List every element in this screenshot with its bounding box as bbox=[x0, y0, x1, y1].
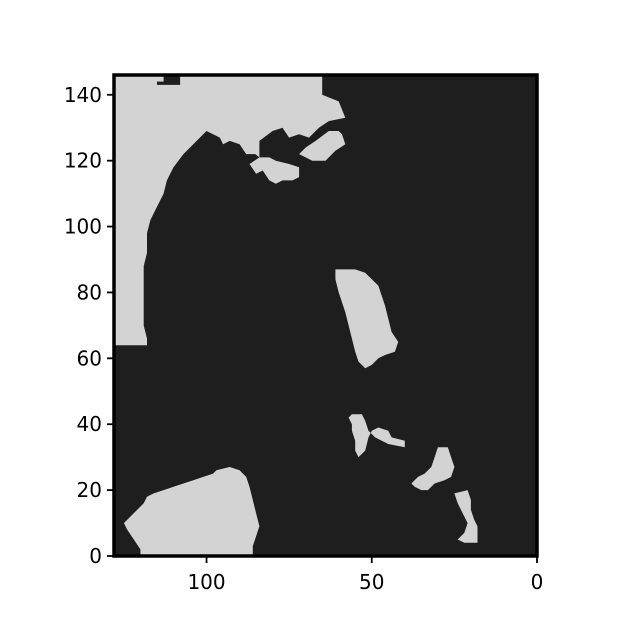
mask-region-upper-left-mass bbox=[114, 75, 346, 346]
y-tick-label: 0 bbox=[89, 544, 102, 568]
y-axis: 0 20 40 60 80 100 120 140 bbox=[64, 83, 114, 568]
mask-region-bottom-left-mass bbox=[123, 467, 260, 556]
y-tick-label: 40 bbox=[77, 412, 102, 436]
y-tick-label: 140 bbox=[64, 83, 102, 107]
x-tick-label: 0 bbox=[531, 570, 544, 594]
y-tick-label: 80 bbox=[77, 280, 102, 304]
x-tick-label: 100 bbox=[187, 570, 225, 594]
mask-regions bbox=[114, 75, 478, 556]
axes-frame bbox=[112, 73, 539, 558]
mask-region-right-small-cluster bbox=[299, 131, 346, 161]
x-tick-label: 50 bbox=[359, 570, 384, 594]
mask-region-lower-right-blob bbox=[454, 490, 478, 543]
y-tick-label: 20 bbox=[77, 478, 102, 502]
x-axis: 100 50 0 bbox=[187, 556, 543, 594]
mask-region-lower-middle-blob bbox=[348, 414, 405, 458]
y-tick-label: 120 bbox=[64, 149, 102, 173]
plot-area bbox=[112, 73, 539, 558]
mask-region-diagonal-blob bbox=[411, 447, 455, 491]
mask-region-middle-blob bbox=[335, 269, 399, 369]
y-tick-label: 60 bbox=[77, 346, 102, 370]
mask-region-upper-scatter-cluster bbox=[242, 137, 300, 184]
y-tick-label: 100 bbox=[64, 215, 102, 239]
